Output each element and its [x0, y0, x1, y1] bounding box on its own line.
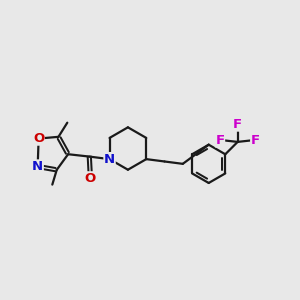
Text: O: O: [85, 172, 96, 185]
Text: N: N: [104, 153, 115, 166]
Text: O: O: [33, 132, 44, 145]
Text: N: N: [32, 160, 43, 173]
Text: F: F: [251, 134, 260, 147]
Text: F: F: [233, 118, 242, 131]
Text: F: F: [215, 134, 224, 147]
